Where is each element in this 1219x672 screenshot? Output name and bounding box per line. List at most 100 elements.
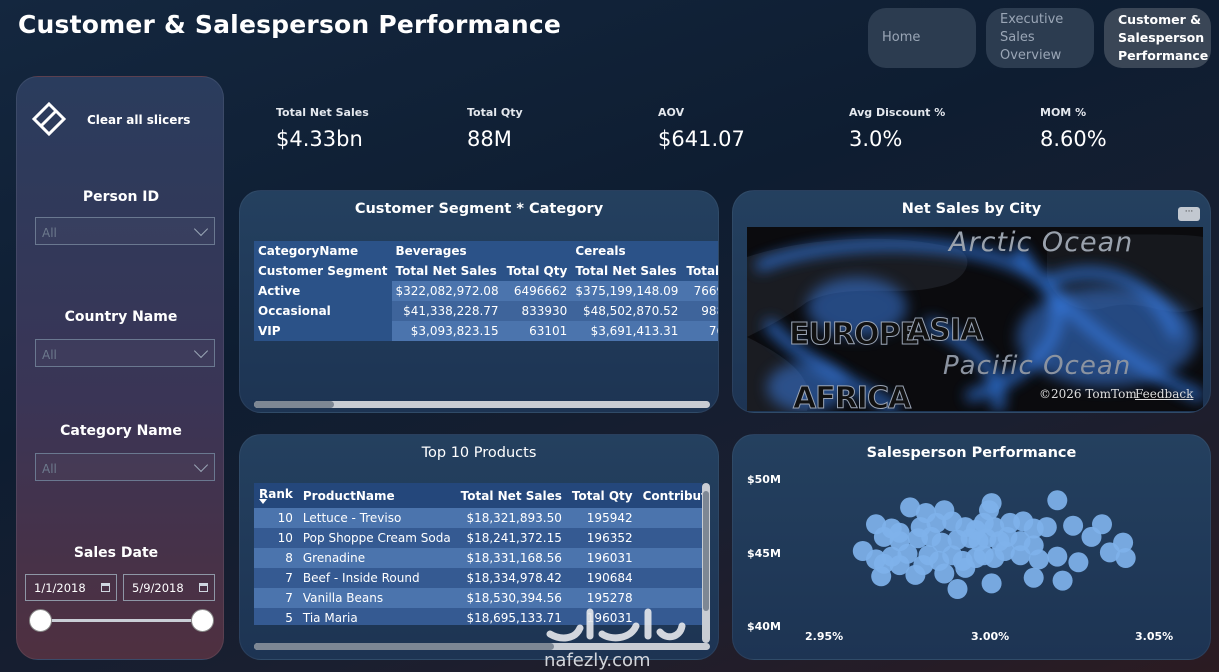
top-products-table[interactable]: Rank ProductName Total Net Sales Total Q…	[254, 483, 702, 625]
table-row[interactable]: VIP $3,093,823.15 63101 $3,691,413.31 76…	[254, 321, 718, 341]
map-background	[747, 227, 1203, 411]
rank-column-header[interactable]: Rank	[254, 483, 298, 508]
table-row[interactable]: 8 Grenadine $18,331,168.56 196031	[254, 548, 702, 568]
start-date-input[interactable]: 1/1/2018	[25, 574, 117, 601]
scatter-point[interactable]	[1023, 567, 1044, 588]
rank-cell: 7	[254, 588, 298, 608]
kpi-mom: MOM % 8.60%	[1040, 106, 1107, 151]
table-row[interactable]: 7 Beef - Inside Round $18,334,978.42 190…	[254, 568, 702, 588]
scatter-point[interactable]	[955, 557, 976, 578]
top-products-vertical-scrollbar[interactable]	[702, 483, 710, 643]
city-map[interactable]: Arctic Ocean EUROPE ASIA Pacific Ocean A…	[747, 227, 1203, 411]
table-row[interactable]: Active $322,082,972.08 6496662 $375,199,…	[254, 281, 718, 301]
scatter-point[interactable]	[900, 497, 921, 518]
date-slider-start-handle[interactable]	[29, 609, 52, 632]
calendar-icon[interactable]	[101, 583, 110, 592]
x-tick-label: 3.05%	[1135, 630, 1174, 643]
matrix-cell: $375,199,148.09	[571, 281, 683, 301]
kpi-label: Avg Discount %	[849, 106, 946, 119]
kpi-value: 3.0%	[849, 127, 903, 151]
table-row[interactable]: 7 Vanilla Beans $18,530,394.56 195278	[254, 588, 702, 608]
nav-executive-button[interactable]: Executive Sales Overview	[986, 8, 1094, 68]
rank-cell: 8	[254, 548, 298, 568]
segment-matrix-table[interactable]: CategoryName Beverages Cereals Customer …	[254, 241, 719, 341]
scatter-point[interactable]	[1081, 526, 1102, 547]
top-products-horizontal-scrollbar[interactable]	[254, 643, 710, 650]
scatter-point[interactable]	[1063, 515, 1084, 536]
sales-column-header[interactable]: Total Net Sales	[455, 483, 567, 508]
scrollbar-thumb[interactable]	[254, 401, 334, 408]
scatter-point[interactable]	[1047, 546, 1068, 567]
segment-matrix-title: Customer Segment * Category	[354, 201, 604, 217]
contribution-cell	[637, 588, 702, 608]
scatter-point[interactable]	[871, 566, 892, 587]
kpi-value: 8.60%	[1040, 127, 1107, 151]
map-label-asia: ASIA	[906, 313, 983, 349]
scatter-point[interactable]	[1036, 517, 1057, 538]
chevron-down-icon	[193, 221, 209, 237]
end-date-input[interactable]: 5/9/2018	[123, 574, 215, 601]
calendar-icon[interactable]	[199, 583, 208, 592]
matrix-cell: 833930	[502, 301, 572, 321]
category-name-dropdown[interactable]: All	[35, 453, 215, 481]
matrix-cell: $41,338,228.77	[391, 301, 503, 321]
measure-header: Total Qty	[686, 264, 719, 278]
kpi-label: MOM %	[1040, 106, 1087, 119]
table-row[interactable]: Occasional $41,338,228.77 833930 $48,502…	[254, 301, 718, 321]
more-options-icon[interactable]: ···	[1178, 207, 1200, 221]
contribution-column-header[interactable]: Contributio	[637, 483, 702, 508]
y-tick-label: $45M	[747, 547, 781, 560]
scatter-point[interactable]	[981, 493, 1002, 514]
map-label-arctic: Arctic Ocean	[949, 227, 1134, 258]
scatter-point[interactable]	[1115, 548, 1136, 568]
eraser-icon[interactable]	[31, 101, 67, 137]
scatter-plot[interactable]	[733, 435, 1211, 660]
sales-cell: $18,530,394.56	[455, 588, 567, 608]
scatter-point[interactable]	[1010, 545, 1031, 566]
nav-home-button[interactable]: Home	[868, 8, 976, 68]
category-name-title: Category Name	[60, 423, 182, 439]
category-header: CategoryName	[258, 244, 359, 258]
date-slider-track[interactable]	[41, 619, 203, 622]
scatter-point[interactable]	[947, 579, 968, 599]
matrix-cell: $3,691,413.31	[571, 321, 683, 341]
matrix-cell: $48,502,870.52	[571, 301, 683, 321]
scatter-point[interactable]	[1047, 490, 1068, 511]
scatter-point[interactable]	[905, 564, 926, 585]
scrollbar-thumb[interactable]	[703, 491, 709, 611]
table-row[interactable]: 10 Lettuce - Treviso $18,321,893.50 1959…	[254, 508, 702, 528]
matrix-cell: 7669900	[682, 281, 718, 301]
kpi-value: $4.33bn	[276, 127, 363, 151]
scatter-point[interactable]	[1068, 552, 1089, 573]
page-title: Customer & Salesperson Performance	[18, 10, 561, 39]
kpi-qty: Total Qty 88M	[467, 106, 523, 151]
scatter-point[interactable]	[873, 526, 894, 547]
scatter-point[interactable]	[994, 541, 1015, 561]
scatter-point[interactable]	[934, 563, 955, 584]
product-column-header[interactable]: ProductName	[297, 483, 456, 508]
country-name-dropdown[interactable]: All	[35, 339, 215, 367]
table-row[interactable]: 5 Tia Maria $18,695,133.71 196031	[254, 608, 702, 625]
nav-customer-button[interactable]: Customer & Salesperson Performance	[1104, 8, 1211, 68]
scatter-point[interactable]	[889, 555, 910, 576]
scatter-point[interactable]	[1099, 542, 1120, 563]
scatter-point[interactable]	[981, 573, 1002, 594]
scrollbar-thumb[interactable]	[254, 643, 554, 650]
nav-home-label: Home	[882, 30, 921, 45]
qty-cell: 195942	[566, 508, 638, 528]
scatter-point[interactable]	[1028, 549, 1049, 570]
matrix-cell: $3,093,823.15	[391, 321, 503, 341]
date-slider-end-handle[interactable]	[191, 609, 214, 632]
qty-cell: 196031	[566, 548, 638, 568]
map-feedback-link[interactable]: Feedback	[1135, 387, 1194, 401]
table-row[interactable]: 10 Pop Shoppe Cream Soda $18,241,372.15 …	[254, 528, 702, 548]
matrix-horizontal-scrollbar[interactable]	[254, 401, 710, 408]
product-cell: Grenadine	[297, 548, 456, 568]
kpi-value: 88M	[467, 127, 512, 151]
segment-matrix-card: Customer Segment * Category CategoryName…	[239, 190, 719, 413]
clear-slicers-button[interactable]: Clear all slicers	[87, 113, 191, 127]
scatter-point[interactable]	[1052, 570, 1073, 591]
person-id-dropdown[interactable]: All	[35, 217, 215, 245]
country-name-title: Country Name	[64, 309, 178, 325]
qty-column-header[interactable]: Total Qty	[566, 483, 638, 508]
